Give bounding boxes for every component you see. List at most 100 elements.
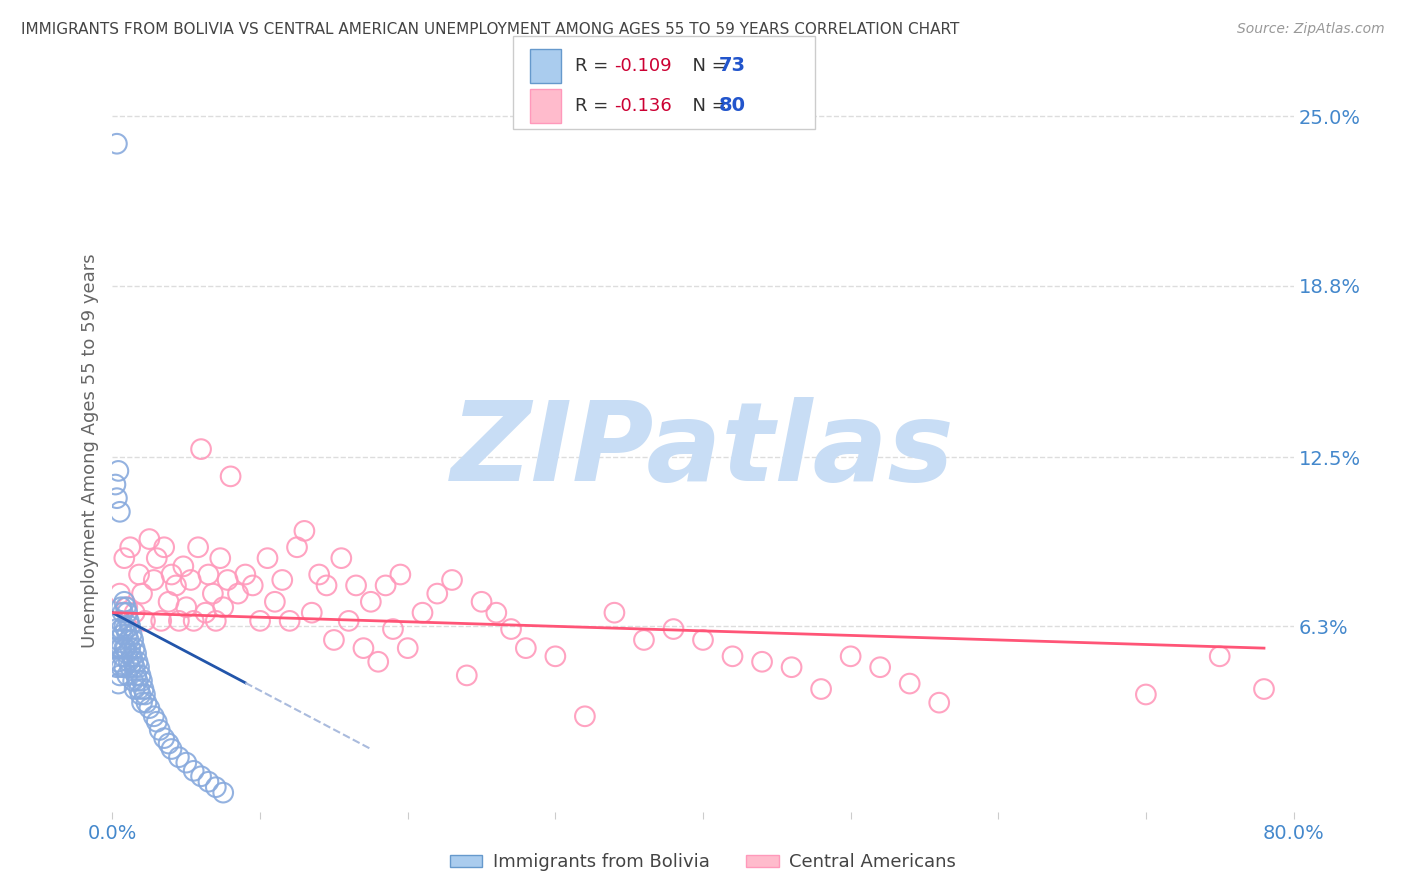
Point <box>633 632 655 647</box>
Point <box>396 641 419 656</box>
Point <box>112 595 135 609</box>
Point <box>501 622 523 636</box>
Point <box>470 595 494 609</box>
Text: 80: 80 <box>718 96 745 115</box>
Point <box>187 541 209 555</box>
Point <box>127 655 149 669</box>
Text: N =: N = <box>681 57 733 75</box>
Point <box>441 573 464 587</box>
Point <box>301 606 323 620</box>
Point <box>117 606 138 620</box>
Point <box>128 567 150 582</box>
Point <box>125 647 148 661</box>
Point <box>122 673 145 688</box>
Point <box>330 551 353 566</box>
Point <box>337 614 360 628</box>
Point <box>105 622 128 636</box>
Point <box>114 600 136 615</box>
Point <box>515 641 537 656</box>
Point <box>134 688 156 702</box>
Point <box>190 442 212 456</box>
Point <box>111 627 134 641</box>
Point <box>839 649 862 664</box>
Point <box>107 655 129 669</box>
Point <box>242 578 264 592</box>
Point <box>112 619 135 633</box>
Point <box>212 600 235 615</box>
Point <box>1135 688 1157 702</box>
Text: R =: R = <box>575 57 614 75</box>
Point <box>285 541 308 555</box>
Point <box>122 655 145 669</box>
Point <box>928 696 950 710</box>
Point <box>105 491 128 505</box>
Point <box>108 641 131 656</box>
Point <box>110 660 132 674</box>
Text: Source: ZipAtlas.com: Source: ZipAtlas.com <box>1237 22 1385 37</box>
Point <box>1253 681 1275 696</box>
Point <box>112 660 135 674</box>
Point <box>131 586 153 600</box>
Point <box>121 627 143 641</box>
Point <box>160 567 183 582</box>
Point <box>114 641 136 656</box>
Point <box>382 622 405 636</box>
Point <box>112 551 135 566</box>
Point <box>183 614 205 628</box>
Point <box>107 464 129 478</box>
Point <box>898 676 921 690</box>
Point <box>153 541 176 555</box>
Point <box>167 750 190 764</box>
Point <box>117 668 138 682</box>
Point <box>367 655 389 669</box>
Point <box>118 655 141 669</box>
Point <box>117 647 138 661</box>
Point <box>323 632 346 647</box>
Point <box>124 641 146 656</box>
Point <box>212 786 235 800</box>
Point <box>226 586 249 600</box>
Point <box>105 660 128 674</box>
Point <box>124 681 146 696</box>
Point <box>190 769 212 783</box>
Legend: Immigrants from Bolivia, Central Americans: Immigrants from Bolivia, Central America… <box>443 847 963 879</box>
Point <box>201 586 224 600</box>
Point <box>264 595 287 609</box>
Point <box>138 701 160 715</box>
Point <box>118 632 141 647</box>
Point <box>315 578 337 592</box>
Point <box>352 641 374 656</box>
Point <box>603 606 626 620</box>
Point <box>1208 649 1232 664</box>
Point <box>110 622 132 636</box>
Point <box>105 136 128 151</box>
Point <box>174 600 197 615</box>
Point <box>129 688 152 702</box>
Point <box>120 541 142 555</box>
Point <box>114 622 136 636</box>
Point <box>308 567 330 582</box>
Point <box>108 614 131 628</box>
Point <box>172 559 194 574</box>
Point <box>104 641 127 656</box>
Point <box>662 622 685 636</box>
Point <box>112 641 135 656</box>
Point <box>128 660 150 674</box>
Point <box>692 632 714 647</box>
Point <box>127 673 149 688</box>
Point <box>344 578 367 592</box>
Point <box>117 600 138 615</box>
Point <box>167 614 190 628</box>
Point <box>124 606 146 620</box>
Point <box>256 551 278 566</box>
Point <box>360 595 382 609</box>
Point <box>271 573 294 587</box>
Point <box>751 655 773 669</box>
Point <box>205 614 228 628</box>
Point <box>544 649 567 664</box>
Point <box>374 578 396 592</box>
Point <box>194 606 217 620</box>
Point <box>197 774 219 789</box>
Point <box>456 668 478 682</box>
Point <box>108 668 131 682</box>
